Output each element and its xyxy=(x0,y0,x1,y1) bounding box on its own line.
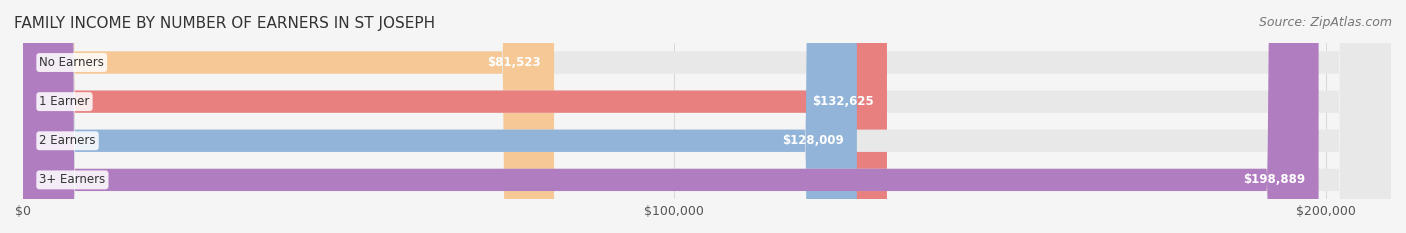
FancyBboxPatch shape xyxy=(22,0,554,233)
Text: 1 Earner: 1 Earner xyxy=(39,95,90,108)
FancyBboxPatch shape xyxy=(22,0,1319,233)
FancyBboxPatch shape xyxy=(22,0,887,233)
Text: Source: ZipAtlas.com: Source: ZipAtlas.com xyxy=(1258,16,1392,29)
Text: 3+ Earners: 3+ Earners xyxy=(39,173,105,186)
FancyBboxPatch shape xyxy=(22,0,1391,233)
FancyBboxPatch shape xyxy=(22,0,856,233)
Text: $128,009: $128,009 xyxy=(782,134,844,147)
Text: No Earners: No Earners xyxy=(39,56,104,69)
Text: $132,625: $132,625 xyxy=(813,95,875,108)
Text: FAMILY INCOME BY NUMBER OF EARNERS IN ST JOSEPH: FAMILY INCOME BY NUMBER OF EARNERS IN ST… xyxy=(14,16,436,31)
FancyBboxPatch shape xyxy=(22,0,1391,233)
FancyBboxPatch shape xyxy=(22,0,1391,233)
Text: 2 Earners: 2 Earners xyxy=(39,134,96,147)
Text: $81,523: $81,523 xyxy=(488,56,541,69)
Text: $198,889: $198,889 xyxy=(1243,173,1306,186)
FancyBboxPatch shape xyxy=(22,0,1391,233)
